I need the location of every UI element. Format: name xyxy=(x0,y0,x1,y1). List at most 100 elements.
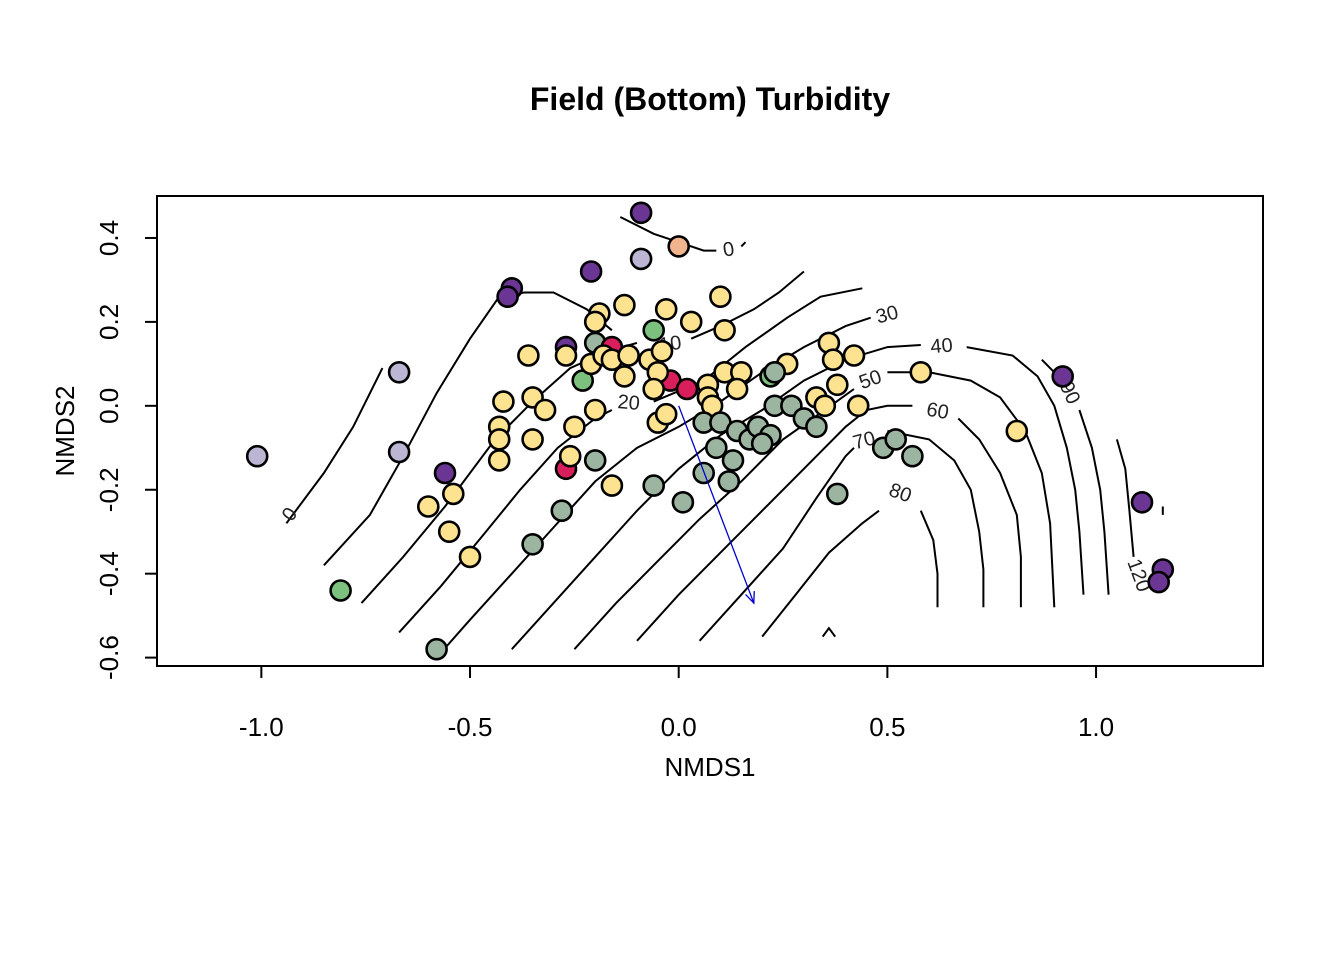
contour-line xyxy=(1041,358,1056,374)
data-point xyxy=(583,398,607,422)
data-point xyxy=(458,545,482,569)
contour-line xyxy=(821,626,836,638)
data-point xyxy=(629,201,653,225)
data-point xyxy=(613,365,636,388)
data-point xyxy=(387,360,411,384)
data-point xyxy=(825,482,849,506)
contour-line xyxy=(761,509,880,638)
x-tick-label: 0.0 xyxy=(661,712,697,742)
data-point xyxy=(441,482,465,506)
y-tick-label: -0.4 xyxy=(94,551,124,596)
contour-label: 20 xyxy=(617,391,641,415)
data-point xyxy=(642,474,666,497)
data-point xyxy=(725,377,749,401)
y-axis: -0.6 -0.4 -0.2 0.0 0.2 0.4 xyxy=(94,220,158,680)
contour-lines xyxy=(285,216,1164,659)
data-point xyxy=(1051,365,1074,388)
contour-line xyxy=(573,388,855,650)
data-point xyxy=(517,344,540,367)
data-point xyxy=(667,235,691,258)
data-point xyxy=(613,293,636,317)
contour-line xyxy=(285,367,384,524)
vector-arrow-shaft xyxy=(678,405,755,604)
x-tick-label: 0.5 xyxy=(869,712,905,742)
y-tick-label: -0.2 xyxy=(94,467,124,512)
contour-line xyxy=(957,417,1022,608)
contour-line xyxy=(919,510,939,608)
data-point xyxy=(642,377,666,401)
data-point xyxy=(901,444,924,468)
data-point xyxy=(821,348,845,372)
data-point xyxy=(650,339,674,363)
vector-arrow-head xyxy=(745,591,755,605)
data-point xyxy=(717,470,741,493)
data-point xyxy=(487,428,511,451)
data-point xyxy=(329,579,352,602)
data-point xyxy=(496,285,519,309)
data-point xyxy=(721,449,745,472)
y-tick-label: 0.2 xyxy=(94,304,124,340)
contour-label: 60 xyxy=(925,399,951,425)
fitted-vector-arrow xyxy=(678,405,755,605)
contour-line xyxy=(636,404,913,642)
contour-line xyxy=(323,291,613,566)
data-point xyxy=(1005,419,1029,443)
data-point xyxy=(387,440,411,464)
data-point xyxy=(550,499,574,523)
x-tick-label: -0.5 xyxy=(448,712,493,742)
data-point xyxy=(805,415,828,439)
data-point xyxy=(846,394,870,418)
data-point xyxy=(675,377,699,401)
data-point xyxy=(825,373,849,397)
x-tick-label: 1.0 xyxy=(1078,712,1114,742)
contour-line xyxy=(1078,409,1110,595)
contour-line xyxy=(887,371,1056,608)
data-point xyxy=(679,310,703,334)
data-point xyxy=(813,394,837,418)
contour-line xyxy=(698,447,855,642)
data-points xyxy=(245,201,1175,661)
data-point xyxy=(763,360,787,384)
data-point xyxy=(600,474,624,497)
y-tick-label: 0.0 xyxy=(94,388,124,424)
data-point xyxy=(1147,570,1170,594)
data-point xyxy=(654,297,678,321)
data-point xyxy=(521,532,544,556)
y-tick-label: 0.4 xyxy=(94,220,124,256)
data-point xyxy=(533,398,557,422)
data-point xyxy=(563,415,586,439)
data-point xyxy=(750,432,774,455)
data-point xyxy=(671,490,695,514)
x-axis-label: NMDS1 xyxy=(664,752,755,782)
data-point xyxy=(521,428,544,451)
data-point xyxy=(583,310,607,334)
data-point xyxy=(842,344,866,367)
data-point xyxy=(704,436,728,460)
data-point xyxy=(245,444,269,468)
data-point xyxy=(416,495,440,518)
contour-line xyxy=(966,346,1085,595)
data-point xyxy=(558,444,582,468)
contour-line xyxy=(1115,439,1135,557)
y-tick-label: -0.6 xyxy=(94,635,124,680)
contour-line xyxy=(435,316,872,659)
data-point xyxy=(654,402,678,426)
chart-title: Field (Bottom) Turbidity xyxy=(530,81,890,117)
data-point xyxy=(909,360,933,384)
data-point xyxy=(433,461,457,485)
data-point xyxy=(554,344,578,367)
x-tick-label: -1.0 xyxy=(239,712,284,742)
data-point xyxy=(709,285,732,309)
contour-label: 40 xyxy=(930,334,954,358)
data-point xyxy=(617,344,640,367)
data-point xyxy=(583,449,607,472)
contour-line xyxy=(690,270,805,340)
y-axis-label: NMDS2 xyxy=(50,385,80,476)
data-point xyxy=(884,428,908,451)
data-point xyxy=(642,318,666,342)
data-point xyxy=(487,449,511,472)
data-point xyxy=(629,247,653,271)
data-point xyxy=(1130,490,1154,514)
